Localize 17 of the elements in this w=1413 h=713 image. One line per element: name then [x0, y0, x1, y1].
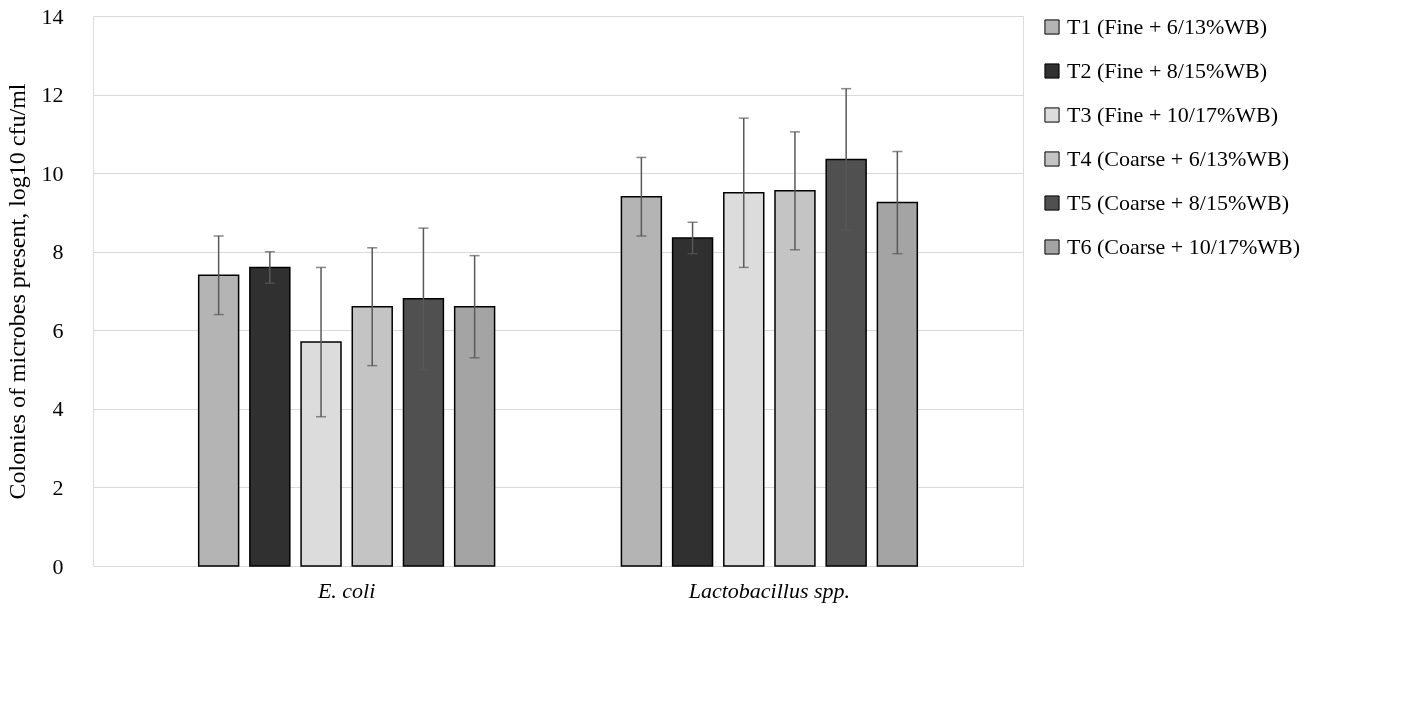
x-tick-label: E. coli — [316, 577, 376, 603]
x-tick-label: Lactobacillus spp. — [687, 577, 851, 603]
y-tick-label: 2 — [52, 474, 64, 500]
y-axis-title: Colonies of microbes present, log10 cfu/ml — [3, 83, 30, 500]
legend-label: T6 (Coarse + 10/17%WB) — [1067, 234, 1300, 259]
y-tick-label: 8 — [52, 239, 64, 265]
y-tick-label: 12 — [41, 82, 64, 108]
legend-label: T1 (Fine + 6/13%WB) — [1067, 14, 1267, 39]
legend-label: T4 (Coarse + 6/13%WB) — [1067, 146, 1289, 171]
legend-label: T5 (Coarse + 8/15%WB) — [1067, 190, 1289, 215]
y-tick-label: 14 — [41, 3, 64, 29]
y-tick-label: 6 — [52, 317, 64, 343]
legend-label: T2 (Fine + 8/15%WB) — [1067, 58, 1267, 83]
y-tick-label: 4 — [52, 396, 64, 422]
y-tick-label: 0 — [52, 553, 64, 579]
legend-label: T3 (Fine + 10/17%WB) — [1067, 102, 1278, 127]
y-tick-label: 10 — [41, 160, 64, 186]
